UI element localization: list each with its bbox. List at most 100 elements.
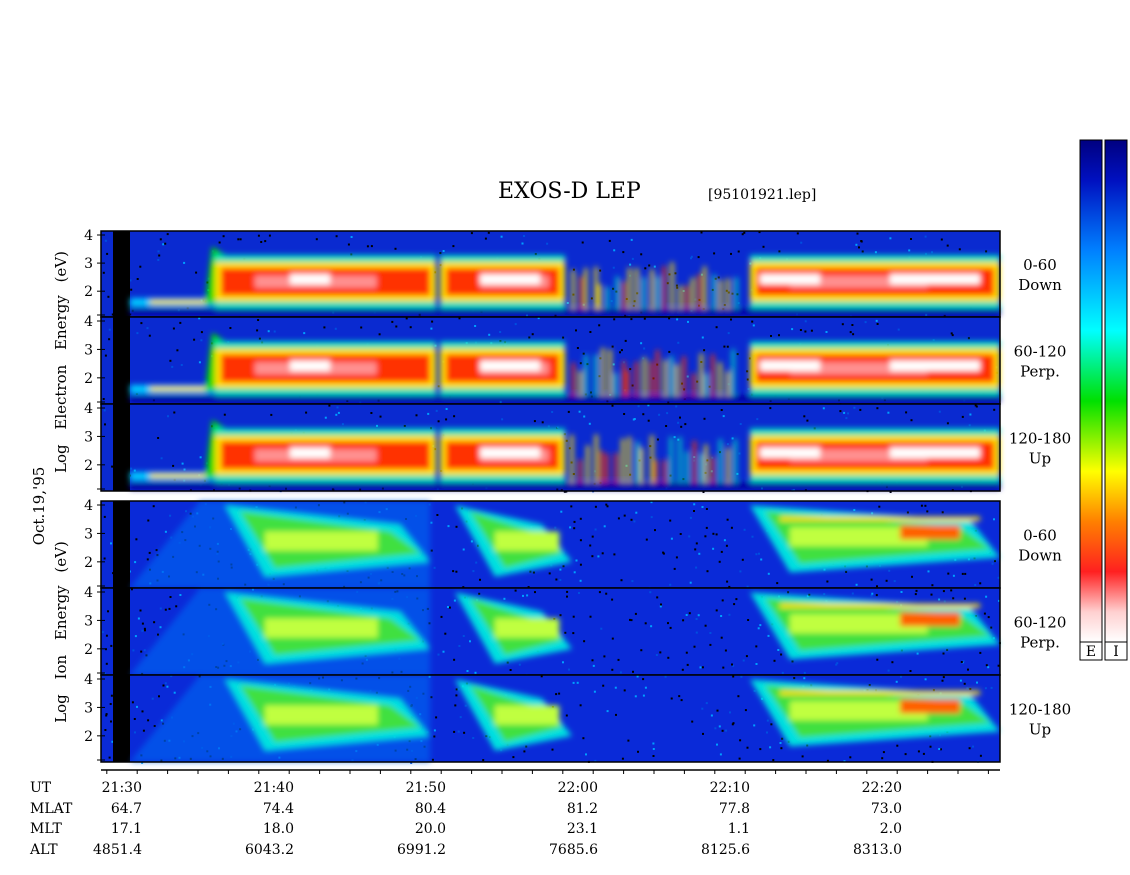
electron-panel-3-flux — [130, 419, 1000, 490]
colorbar-ion-scale — [1104, 139, 1128, 643]
colorbar-ion: I — [1104, 139, 1128, 661]
electron-panel-3-ytick-3: 3 — [84, 429, 93, 445]
ephem-mlt-5: 2.0 — [880, 821, 902, 837]
electron-panel-1-flux — [130, 246, 1000, 316]
ion-panel-1-angle-label: 0-60 — [1023, 527, 1057, 545]
date-label: Oct.19,'95 — [30, 467, 48, 546]
chart-title: EXOS-D LEP — [498, 179, 641, 204]
electron-panel-2-direction-label: Perp. — [1020, 363, 1060, 381]
ephem-mlt-0: 17.1 — [111, 821, 142, 837]
ephem-mlt-2: 20.0 — [415, 821, 446, 837]
ephem-alt-1: 6043.2 — [245, 842, 294, 858]
ephem-alt-0: 4851.4 — [93, 842, 142, 858]
ion-panel-3-direction-label: Up — [1029, 721, 1051, 739]
ion-panel-3: 4 3 2 — [84, 672, 1001, 764]
ephem-mlt-1: 18.0 — [263, 821, 294, 837]
colorbar-electron-label: E — [1086, 644, 1096, 660]
ephem-ut-5: 22:20 — [862, 780, 902, 796]
ephem-label-alt: ALT — [29, 842, 58, 858]
ephem-ut-0: 21:30 — [102, 780, 142, 796]
ephem-ut-3: 22:00 — [558, 780, 598, 796]
electron-ylabel-log: Log — [52, 444, 70, 473]
electron-panel-3-direction-label: Up — [1029, 450, 1051, 468]
colorbar-ion-label-box — [1104, 641, 1128, 661]
ion-panel-2: 4 3 2 — [84, 585, 1001, 677]
ephem-mlat-1: 74.4 — [263, 801, 294, 817]
ephem-label-mlt: MLT — [30, 821, 62, 837]
electron-panel-2-ytick-2: 2 — [84, 371, 93, 387]
ephem-mlt-4: 1.1 — [728, 821, 750, 837]
ephem-mlat-4: 77.8 — [719, 801, 750, 817]
electron-panel-3-frame — [100, 403, 1001, 492]
ephem-ut-2: 21:50 — [406, 780, 446, 796]
electron-panel-2-ytick-3: 3 — [84, 342, 93, 358]
electron-panel-2-flux — [130, 332, 1000, 403]
electron-panel-3-ytick-4: 4 — [84, 401, 93, 417]
ion-panel-3-angle-label: 120-180 — [1009, 701, 1071, 719]
ephem-alt-4: 8125.6 — [701, 842, 750, 858]
ephemeris-table: UT 21:30 21:40 21:50 22:00 22:10 22:20 MLAT 64.7… — [29, 780, 902, 858]
electron-panel-3-data-gap — [113, 404, 130, 491]
electron-panel-2: 4 3 2 — [84, 314, 1001, 406]
electron-panel-2-data-gap — [113, 317, 130, 404]
electron-panel-1: 4 3 2 — [84, 228, 1001, 319]
ion-panel-1-direction-label: Down — [1018, 547, 1062, 565]
electron-panel-1-ytick-2: 2 — [84, 284, 93, 300]
ephem-alt-5: 8313.0 — [853, 842, 902, 858]
electron-panel-2-angle-label: 60-120 — [1014, 343, 1067, 361]
ion-panel-1-ytick-3: 3 — [84, 526, 93, 542]
electron-panel-2-ytick-4: 4 — [84, 314, 93, 330]
ion-ylabel-log: Log — [52, 694, 70, 723]
electron-panel-3: 4 3 2 — [84, 401, 1001, 493]
electron-panel-1-direction-label: Down — [1018, 276, 1062, 294]
ion-ylabel-species: Ion — [52, 655, 70, 680]
ion-panel-3-ytick-2: 2 — [84, 729, 93, 745]
file-label: [95101921.lep] — [708, 187, 816, 203]
ion-panel-3-data-gap — [113, 675, 130, 762]
ephem-ut-1: 21:40 — [254, 780, 294, 796]
ion-ylabel-unit: (eV) — [52, 541, 70, 572]
ephem-label-ut: UT — [30, 780, 52, 796]
electron-panel-3-angle-label: 120-180 — [1009, 430, 1071, 448]
ion-ylabel: Log Ion Energy (eV) — [52, 541, 70, 723]
ion-panel-3-flux — [130, 675, 1000, 762]
time-axis — [101, 769, 1000, 774]
ion-panel-1-ytick-2: 2 — [84, 555, 93, 571]
electron-ylabel-energy: Energy — [52, 295, 70, 350]
ion-panel-1-data-gap — [113, 501, 130, 588]
spectrogram-panels: 4 3 2 4 3 2 4 3 2 4 3 2 4 3 2 4 3 2 — [84, 228, 1001, 764]
ephem-mlat-3: 81.2 — [567, 801, 598, 817]
ion-panel-3-frame — [100, 674, 1001, 763]
ephem-alt-3: 7685.6 — [549, 842, 598, 858]
ion-panel-2-ytick-3: 3 — [84, 613, 93, 629]
ephem-ut-4: 22:10 — [710, 780, 750, 796]
electron-panel-1-data-gap — [113, 231, 130, 317]
ion-panel-1: 4 3 2 — [84, 498, 1001, 590]
ion-ylabel-energy: Energy — [52, 585, 70, 640]
ion-panel-2-flux — [130, 588, 1000, 675]
electron-ylabel: Log Electron Energy (eV) — [52, 251, 70, 473]
ephem-alt-2: 6991.2 — [397, 842, 446, 858]
ion-panel-2-direction-label: Perp. — [1020, 634, 1060, 652]
electron-panel-1-ytick-3: 3 — [84, 256, 93, 272]
ephem-mlat-0: 64.7 — [111, 801, 142, 817]
electron-ylabel-species: Electron — [52, 364, 70, 429]
electron-ylabel-unit: (eV) — [52, 251, 70, 282]
ion-panel-1-ytick-4: 4 — [84, 498, 93, 514]
electron-panel-3-ytick-2: 2 — [84, 458, 93, 474]
electron-panel-1-angle-label: 0-60 — [1023, 256, 1057, 274]
ion-panel-1-flux — [130, 501, 1000, 588]
colorbar-ion-label: I — [1113, 644, 1119, 660]
colorbar-electron: E — [1079, 139, 1103, 661]
colorbar-electron-scale — [1079, 139, 1103, 643]
ephem-label-mlat: MLAT — [30, 801, 73, 817]
ion-panel-2-data-gap — [113, 588, 130, 675]
colorbar-electron-label-box — [1079, 641, 1103, 661]
ephem-mlat-2: 80.4 — [415, 801, 446, 817]
electron-panel-1-ytick-4: 4 — [84, 228, 93, 244]
ion-panel-2-ytick-2: 2 — [84, 642, 93, 658]
ion-panel-2-angle-label: 60-120 — [1014, 614, 1067, 632]
ion-panel-3-ytick-4: 4 — [84, 672, 93, 688]
ephem-mlat-5: 73.0 — [871, 801, 902, 817]
